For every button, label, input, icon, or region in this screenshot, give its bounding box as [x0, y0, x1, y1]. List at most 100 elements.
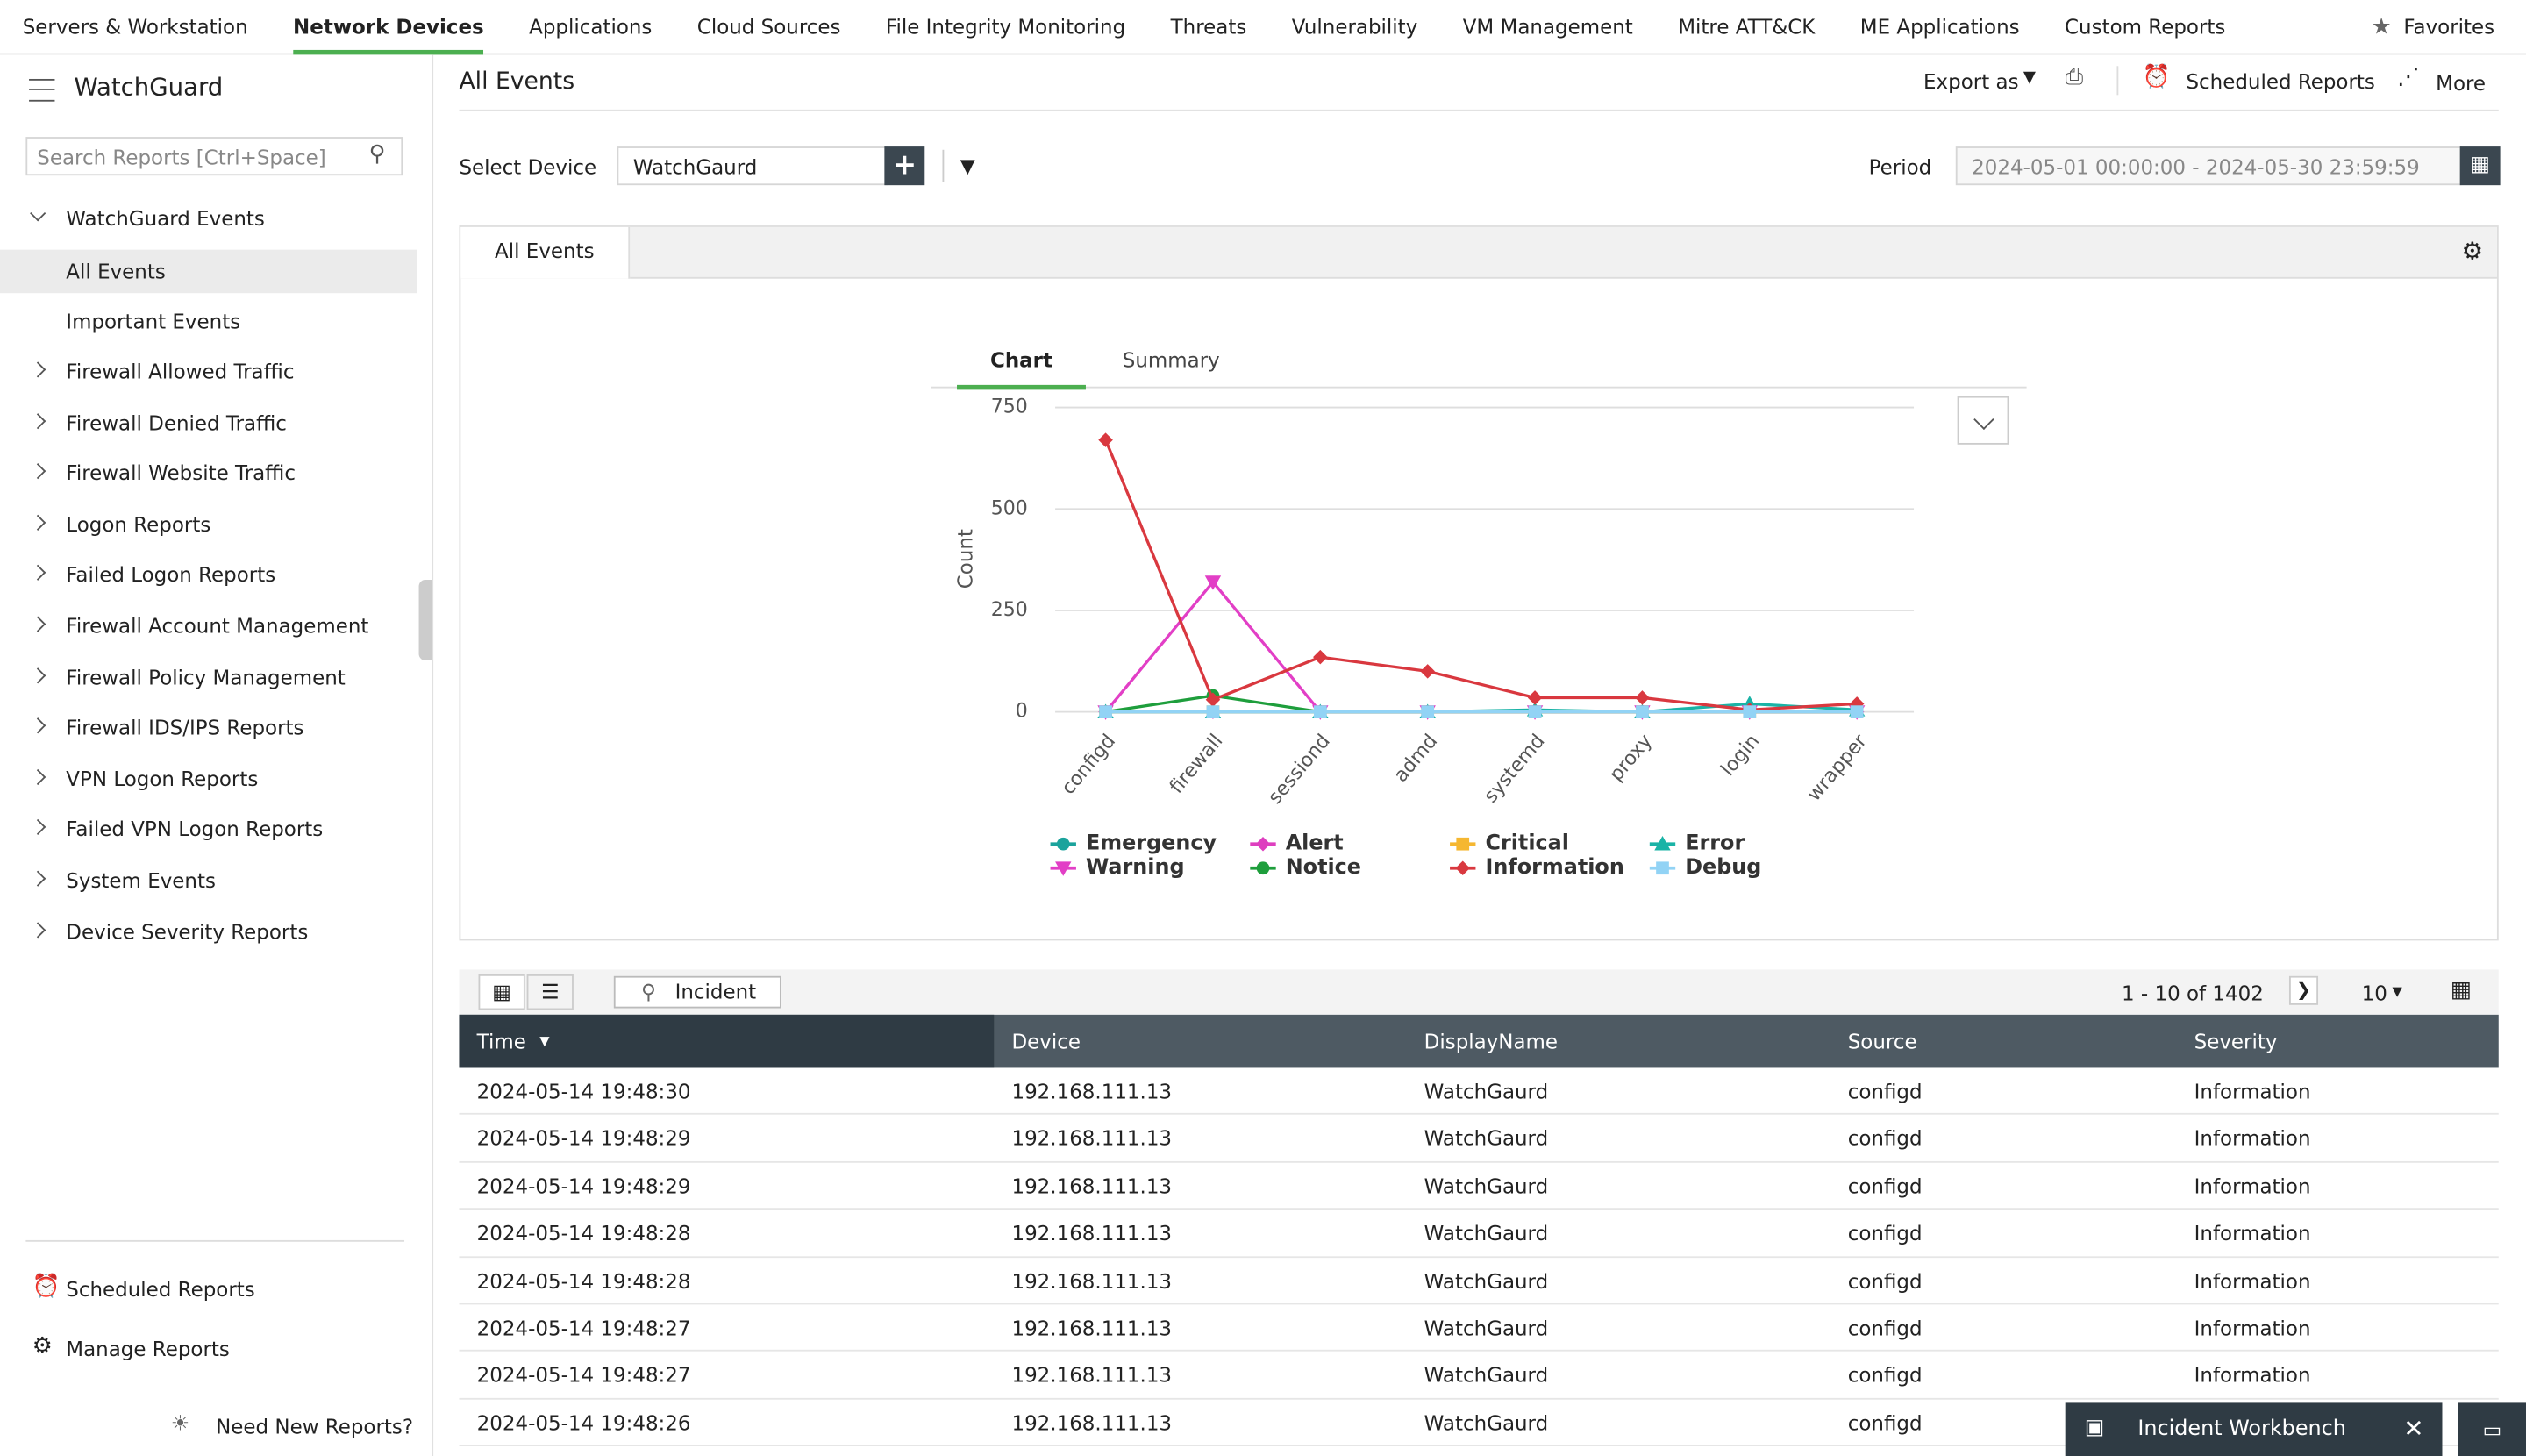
- point: [1099, 705, 1112, 718]
- report-category[interactable]: Failed Logon Reports: [0, 553, 417, 597]
- filter-icon[interactable]: ▼: [960, 154, 975, 177]
- calendar-button[interactable]: ▦: [2459, 146, 2501, 186]
- report-category[interactable]: Firewall IDS/IPS Reports: [0, 706, 417, 750]
- table-cell: configd: [1847, 1221, 1923, 1245]
- need-new-reports[interactable]: Need New Reports?: [216, 1414, 414, 1438]
- nav-item[interactable]: Servers & Workstation: [22, 14, 248, 39]
- nav-item[interactable]: Applications: [529, 14, 653, 39]
- chevron: [30, 412, 46, 429]
- table-row[interactable]: 2024-05-14 19:48:28 192.168.111.13 WatchGa…: [459, 1210, 2499, 1258]
- table-toolbar: ▦ ☰ ⚲ Incident 1 - 10 of 1402 ❯ 10 ▼ ▦: [459, 969, 2499, 1015]
- point: [1421, 705, 1435, 718]
- pdf-icon[interactable]: ⎙: [2065, 64, 2084, 90]
- table-row[interactable]: 2024-05-14 19:48:27 192.168.111.13 WatchGa…: [459, 1304, 2499, 1353]
- column-header[interactable]: Source: [1847, 1029, 1917, 1053]
- summary-tab[interactable]: Summary: [1122, 347, 1220, 373]
- search-box[interactable]: Search Reports [Ctrl+Space] ⚲: [25, 137, 403, 176]
- point: [1656, 861, 1669, 875]
- report-category[interactable]: Device Severity Reports: [0, 910, 417, 953]
- more-button[interactable]: More: [2436, 70, 2487, 96]
- table-row[interactable]: 2024-05-14 19:48:29 192.168.111.13 WatchGa…: [459, 1115, 2499, 1163]
- point: [1528, 705, 1542, 718]
- schedule-icon: ⏰: [2142, 64, 2171, 90]
- column-header[interactable]: Time: [476, 1029, 526, 1053]
- legend-label[interactable]: Emergency: [1086, 831, 1217, 855]
- nav-item[interactable]: Cloud Sources: [696, 14, 841, 39]
- export-button[interactable]: Export as: [1923, 68, 2019, 94]
- device-select[interactable]: WatchGaurd: [617, 146, 888, 186]
- report-category[interactable]: Firewall Denied Traffic: [0, 400, 417, 444]
- nav-item[interactable]: Vulnerability: [1291, 14, 1418, 39]
- period-input[interactable]: 2024-05-01 00:00:00 - 2024-05-30 23:59:5…: [1955, 146, 2462, 186]
- report-category[interactable]: Firewall Account Management: [0, 604, 417, 648]
- table-row[interactable]: 2024-05-14 19:48:29 192.168.111.13 WatchGa…: [459, 1162, 2499, 1210]
- column-header[interactable]: Device: [1011, 1029, 1081, 1053]
- columns-icon[interactable]: ▦: [2450, 977, 2472, 1004]
- add-device-button[interactable]: +: [884, 146, 925, 186]
- star-icon[interactable]: ★: [2371, 14, 2392, 40]
- close-button[interactable]: ✕: [2403, 1414, 2424, 1444]
- report-category[interactable]: VPN Logon Reports: [0, 757, 417, 801]
- scheduled-reports-button[interactable]: Scheduled Reports: [2186, 68, 2375, 94]
- chat-button[interactable]: ▭: [2458, 1402, 2526, 1456]
- incident-button[interactable]: ⚲ Incident: [613, 975, 781, 1009]
- report-item[interactable]: Important Events: [66, 309, 241, 334]
- settings-icon[interactable]: ⚙: [2461, 236, 2484, 266]
- collapse-handle[interactable]: [418, 580, 432, 660]
- page-size[interactable]: 10: [2361, 981, 2387, 1005]
- table-row[interactable]: 2024-05-14 19:48:28 192.168.111.13 WatchGa…: [459, 1257, 2499, 1305]
- table-cell: configd: [1847, 1410, 1923, 1435]
- legend-label[interactable]: Debug: [1685, 854, 1761, 879]
- sorted-column-bg: [459, 1014, 995, 1068]
- workbench-icon: ▣: [2084, 1416, 2105, 1440]
- divider: [25, 1239, 405, 1242]
- point: [1204, 575, 1222, 590]
- legend-label[interactable]: Error: [1685, 831, 1745, 855]
- list-view-button[interactable]: ☰: [526, 974, 574, 1010]
- chart-options-button[interactable]: [1957, 396, 2009, 445]
- nav-item[interactable]: Mitre ATT&CK: [1678, 14, 1816, 39]
- table-cell: configd: [1847, 1079, 1923, 1103]
- chart-tab[interactable]: Chart: [957, 345, 1086, 390]
- report-panel: All Events ⚙: [459, 225, 2499, 941]
- legend-label[interactable]: Alert: [1286, 831, 1344, 855]
- nav-item[interactable]: VM Management: [1462, 14, 1633, 39]
- report-category[interactable]: System Events: [0, 859, 417, 903]
- legend-label[interactable]: Critical: [1485, 831, 1568, 855]
- nav-item[interactable]: Threats: [1170, 14, 1247, 39]
- table-row[interactable]: 2024-05-14 19:48:27 192.168.111.13 WatchGa…: [459, 1352, 2499, 1400]
- report-group[interactable]: WatchGuard Events: [0, 196, 417, 240]
- table-row[interactable]: 2024-05-14 19:48:30 192.168.111.13 WatchGa…: [459, 1067, 2499, 1116]
- point: [1527, 690, 1543, 705]
- scheduled-reports-link[interactable]: Scheduled Reports: [66, 1277, 255, 1302]
- report-category[interactable]: Logon Reports: [0, 503, 417, 546]
- column-header[interactable]: Severity: [2194, 1029, 2278, 1053]
- favorites[interactable]: Favorites: [2403, 14, 2495, 39]
- report-category[interactable]: Firewall Allowed Traffic: [0, 349, 417, 393]
- report-category[interactable]: Firewall Website Traffic: [0, 452, 417, 496]
- table-cell: configd: [1847, 1174, 1923, 1198]
- nav-item[interactable]: Network Devices: [293, 0, 484, 55]
- incident-icon: ⚲: [641, 979, 656, 1004]
- nav-item[interactable]: Custom Reports: [2065, 14, 2226, 39]
- report-category[interactable]: Firewall Policy Management: [0, 655, 417, 699]
- legend-label[interactable]: Warning: [1086, 854, 1185, 879]
- legend-label[interactable]: Information: [1485, 854, 1623, 879]
- report-item[interactable]: All Events: [0, 249, 417, 294]
- tab[interactable]: All Events: [460, 226, 631, 279]
- table-cell: 192.168.111.13: [1011, 1221, 1173, 1245]
- nav-item[interactable]: File Integrity Monitoring: [885, 14, 1126, 39]
- column-header[interactable]: DisplayName: [1424, 1029, 1559, 1053]
- report-category[interactable]: Failed VPN Logon Reports: [0, 808, 417, 852]
- nav-item[interactable]: ME Applications: [1859, 14, 2020, 39]
- legend-label[interactable]: Notice: [1286, 854, 1361, 879]
- chevron: [30, 205, 46, 222]
- search-icon[interactable]: ⚲: [368, 141, 386, 168]
- table-cell: Information: [2194, 1126, 2311, 1151]
- grid-view-button[interactable]: ▦: [478, 974, 525, 1010]
- incident-workbench[interactable]: ▣ Incident Workbench ✕: [2065, 1402, 2443, 1456]
- point: [1313, 705, 1327, 718]
- next-page-button[interactable]: ❯: [2288, 975, 2319, 1005]
- manage-reports-link[interactable]: Manage Reports: [66, 1337, 230, 1361]
- menu-icon[interactable]: [29, 78, 55, 102]
